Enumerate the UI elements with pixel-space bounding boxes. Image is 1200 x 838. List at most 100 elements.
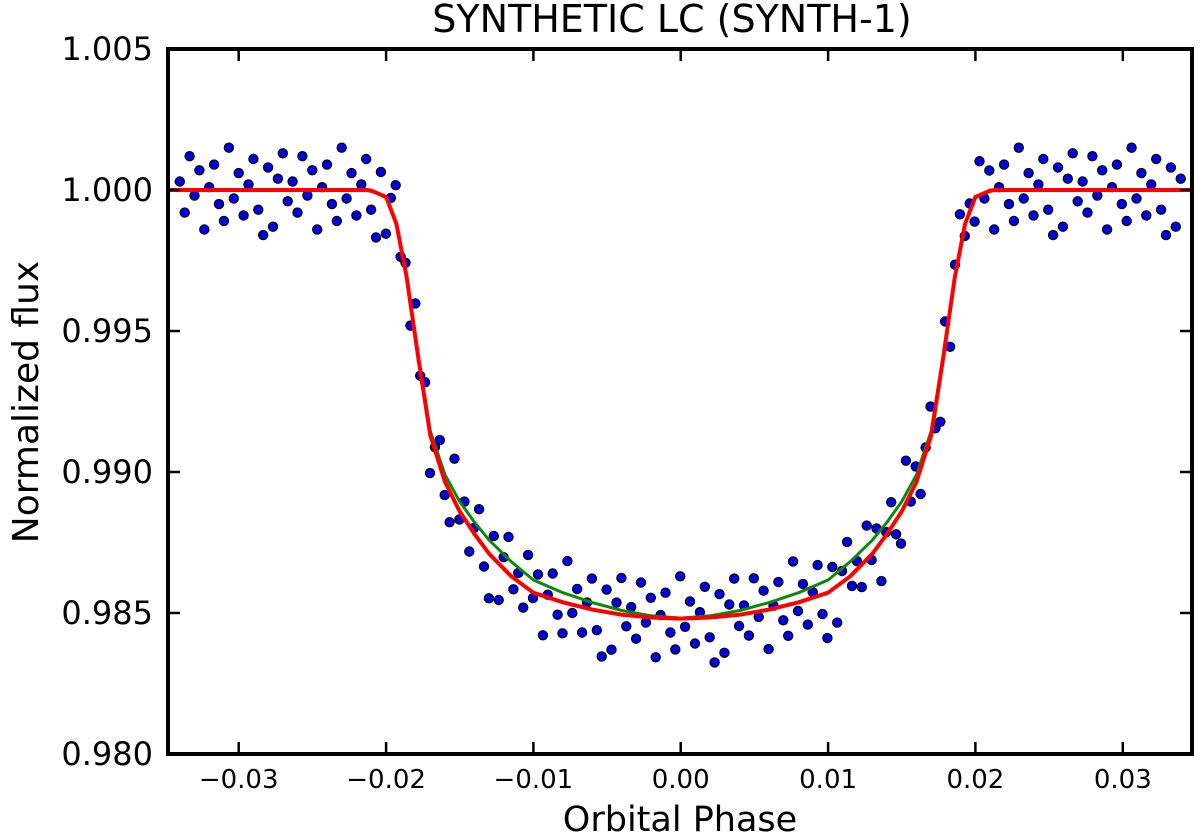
data-point bbox=[792, 605, 804, 617]
scatter-layer bbox=[174, 142, 1186, 668]
data-point bbox=[660, 587, 671, 598]
data-point bbox=[503, 531, 514, 543]
data-point bbox=[616, 572, 627, 584]
data-point bbox=[1072, 196, 1083, 207]
data-point bbox=[630, 633, 642, 644]
data-point bbox=[287, 176, 298, 187]
data-point bbox=[802, 619, 814, 630]
data-point bbox=[1175, 173, 1186, 184]
data-point bbox=[253, 204, 264, 215]
y-tick-label: 1.000 bbox=[61, 171, 153, 209]
y-tick-label: 0.980 bbox=[61, 735, 153, 773]
data-point bbox=[1087, 150, 1098, 162]
data-point bbox=[954, 209, 966, 220]
data-point bbox=[361, 153, 372, 165]
data-point bbox=[1145, 179, 1157, 190]
data-point bbox=[998, 159, 1010, 170]
y-tick-label: 0.985 bbox=[61, 594, 153, 632]
data-point bbox=[351, 210, 362, 221]
data-point bbox=[935, 416, 946, 427]
x-tick-label: 0.03 bbox=[1094, 765, 1152, 795]
data-point bbox=[444, 517, 455, 528]
data-point bbox=[591, 625, 603, 636]
data-point bbox=[1096, 165, 1108, 176]
data-point bbox=[576, 627, 588, 638]
data-point bbox=[748, 573, 760, 584]
data-point bbox=[1092, 190, 1103, 201]
data-point bbox=[248, 153, 259, 165]
data-point bbox=[464, 546, 475, 557]
data-point bbox=[915, 488, 926, 500]
data-point bbox=[557, 628, 568, 639]
data-point bbox=[783, 630, 794, 642]
data-point bbox=[841, 536, 853, 548]
data-point bbox=[969, 216, 980, 227]
data-point bbox=[974, 155, 985, 167]
x-tick-label: −0.01 bbox=[494, 765, 574, 795]
data-point bbox=[194, 165, 205, 176]
data-point bbox=[611, 597, 622, 608]
data-point bbox=[689, 638, 701, 649]
data-point bbox=[650, 652, 661, 663]
data-point bbox=[365, 204, 377, 215]
data-point bbox=[508, 584, 519, 595]
data-point bbox=[356, 179, 367, 190]
data-point bbox=[478, 561, 490, 572]
data-point bbox=[763, 643, 774, 655]
x-axis-label: Orbital Phase bbox=[563, 800, 797, 838]
data-point bbox=[1077, 176, 1088, 187]
y-axis-label: Normalized flux bbox=[6, 261, 47, 543]
data-point bbox=[900, 455, 912, 466]
data-point bbox=[876, 575, 887, 587]
data-point bbox=[238, 210, 249, 221]
data-point bbox=[213, 198, 225, 210]
data-point bbox=[380, 228, 392, 239]
data-point bbox=[822, 632, 833, 644]
data-point bbox=[812, 559, 823, 571]
data-point bbox=[282, 196, 293, 207]
data-point bbox=[1067, 148, 1078, 159]
data-point bbox=[346, 167, 357, 179]
data-point bbox=[199, 224, 210, 235]
data-point bbox=[719, 647, 730, 659]
axes-layer: −0.03 −0.02 −0.01 0.00 0.01 0.02 0.03 0.980 0.98… bbox=[61, 30, 1194, 795]
data-point bbox=[439, 489, 450, 501]
data-point bbox=[773, 576, 784, 588]
data-point bbox=[743, 630, 755, 641]
data-point bbox=[302, 190, 313, 201]
data-point bbox=[1013, 142, 1025, 153]
data-point bbox=[596, 651, 607, 662]
data-point bbox=[228, 193, 239, 204]
data-point bbox=[989, 224, 1000, 235]
data-point bbox=[184, 150, 195, 162]
data-point bbox=[621, 621, 632, 632]
data-point bbox=[709, 657, 720, 668]
data-point bbox=[787, 556, 799, 567]
data-point bbox=[984, 165, 995, 176]
data-point bbox=[886, 497, 897, 508]
data-point bbox=[679, 621, 691, 633]
data-point bbox=[277, 148, 288, 159]
data-point bbox=[856, 581, 868, 593]
data-point bbox=[1160, 229, 1172, 241]
data-point bbox=[567, 607, 578, 619]
data-point bbox=[1136, 167, 1147, 179]
data-point bbox=[390, 179, 401, 191]
data-point bbox=[714, 588, 725, 600]
data-point bbox=[552, 609, 563, 620]
data-point bbox=[321, 159, 333, 170]
data-point bbox=[532, 569, 544, 580]
data-point bbox=[1101, 224, 1113, 235]
data-point bbox=[449, 453, 460, 464]
data-point bbox=[606, 644, 617, 655]
data-point bbox=[778, 615, 789, 626]
data-point bbox=[522, 549, 534, 561]
data-point bbox=[331, 215, 342, 227]
data-point bbox=[424, 467, 436, 479]
x-tick-label: −0.03 bbox=[199, 765, 279, 795]
data-point bbox=[208, 159, 220, 170]
y-tick-label: 0.990 bbox=[61, 453, 153, 491]
red-model-curve bbox=[168, 188, 1192, 621]
data-point bbox=[1033, 179, 1044, 190]
